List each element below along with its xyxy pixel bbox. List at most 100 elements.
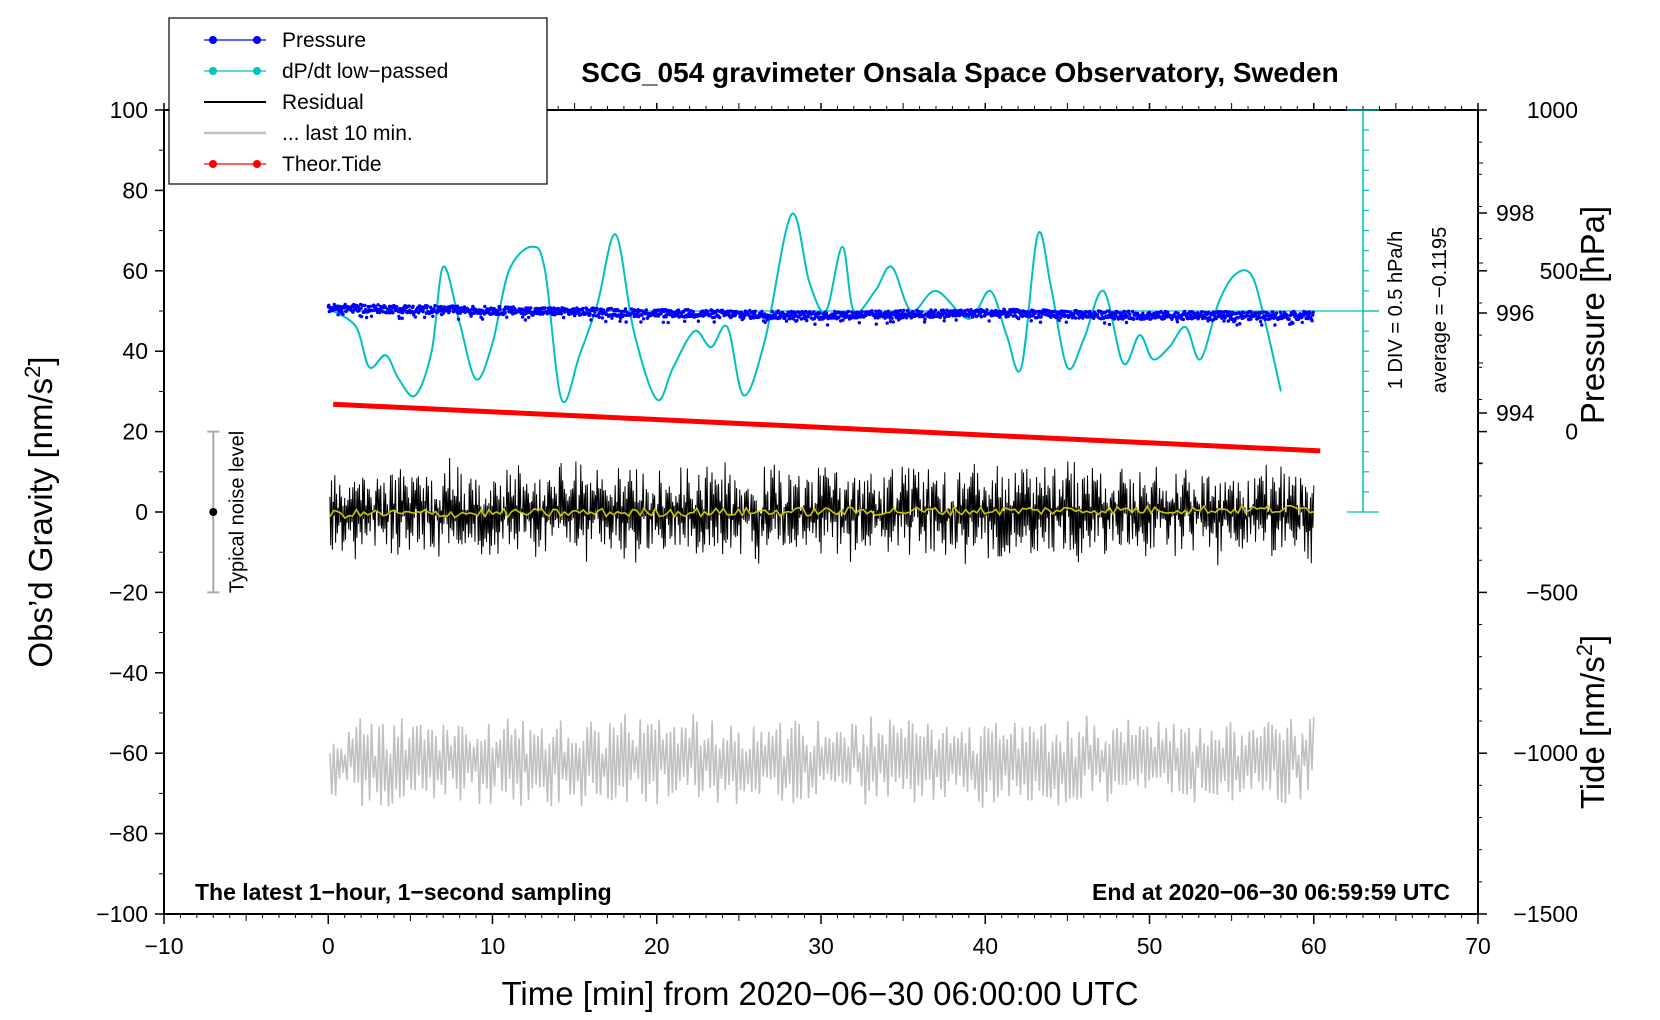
pressure-point (1130, 309, 1135, 314)
pressure-point (543, 306, 547, 310)
pressure-point (1128, 312, 1132, 316)
pressure-point (923, 317, 927, 321)
pressure-point (1055, 315, 1060, 320)
legend-items: Pressure dP/dt low−passed Residual ... last… (204, 29, 448, 176)
pressure-point (1221, 312, 1226, 316)
gravity-tick-label: 20 (122, 419, 148, 445)
series-layer (326, 212, 1321, 808)
pressure-point (941, 309, 946, 313)
pressure-point (712, 320, 716, 324)
pressure-point (911, 309, 915, 314)
pressure-point (1278, 310, 1283, 314)
x-tick-label: 20 (644, 933, 670, 959)
pressure-point (400, 316, 404, 320)
pressure-point (622, 313, 626, 317)
pressure-point (454, 307, 459, 311)
pressure-point (641, 317, 646, 321)
pressure-point (523, 318, 528, 322)
pressure-point (505, 315, 509, 319)
pressure-point (617, 309, 621, 313)
pressure-point (395, 305, 399, 309)
pressure-point (1049, 315, 1053, 319)
x-tick-label: 50 (1137, 933, 1163, 959)
y-axis-label-gravity: Obs’d Gravity [nm/s2] (20, 356, 59, 667)
pressure-point (1053, 309, 1058, 314)
pressure-point (359, 306, 363, 311)
pressure-point (1175, 320, 1180, 324)
pressure-point (813, 322, 817, 326)
pressure-point (1216, 309, 1220, 314)
pressure-point (1057, 318, 1061, 323)
dpdt-scale-label: 1 DIV = 0.5 hPa/h (1385, 231, 1407, 389)
pressure-point (562, 315, 566, 320)
pressure-point (870, 309, 874, 313)
pressure-point (1141, 311, 1145, 315)
gravity-tick-label: 100 (110, 97, 148, 123)
x-tick-label: 60 (1301, 933, 1327, 959)
gravity-tick-label: −100 (96, 901, 148, 927)
pressure-point (959, 308, 963, 312)
pressure-point (453, 304, 457, 309)
pressure-point (1306, 316, 1310, 321)
pressure-point (368, 304, 373, 309)
x-tick-label: 10 (480, 933, 506, 959)
series-dpdt (332, 212, 1282, 404)
series-theor-tide (333, 401, 1321, 454)
gravity-tick-label: −20 (109, 579, 148, 605)
dpdt-average-label: average = −0.1195 (1429, 227, 1451, 393)
pressure-point (422, 315, 427, 319)
chart-title: SCG_054 gravimeter Onsala Space Observat… (581, 57, 1338, 88)
pressure-point (963, 309, 967, 313)
x-tick-label: 40 (972, 933, 998, 959)
pressure-point (891, 320, 895, 324)
pressure-point (478, 312, 483, 316)
pressure-point (1292, 309, 1296, 314)
pressure-point (591, 313, 595, 318)
pressure-point (1311, 313, 1315, 317)
pressure-point (1018, 309, 1022, 314)
pressure-point (857, 311, 861, 315)
pressure-point (784, 319, 789, 323)
pressure-point (1260, 323, 1264, 327)
pressure-point (1194, 314, 1198, 319)
pressure-point (364, 315, 369, 320)
pressure-point (753, 309, 757, 313)
pressure-point (824, 311, 829, 315)
pressure-point (431, 314, 435, 318)
x-tick-label: −10 (144, 933, 183, 959)
pressure-point (1254, 311, 1259, 315)
legend-dot (209, 67, 217, 75)
pressure-point (529, 306, 533, 310)
legend-dot (253, 67, 261, 75)
pressure-point (483, 304, 487, 309)
pressure-point (1238, 322, 1242, 326)
pressure-point (383, 305, 387, 309)
series-pressure (326, 302, 1315, 327)
pressure-point (624, 320, 628, 324)
pressure-point (818, 311, 822, 315)
pressure-point (640, 313, 644, 317)
pressure-point (708, 312, 713, 316)
gravity-tick-label: 40 (122, 338, 148, 364)
pressure-point (1236, 316, 1240, 320)
pressure-point (644, 308, 648, 312)
pressure-point (343, 302, 347, 307)
pressure-point (341, 312, 345, 316)
pressure-point (336, 313, 340, 317)
tide-tick-label: −1000 (1513, 740, 1578, 766)
tide-tick-label: 1000 (1527, 97, 1578, 123)
pressure-point (480, 317, 485, 321)
pressure-point (1073, 316, 1078, 320)
legend-dot (209, 160, 217, 168)
pressure-point (860, 309, 864, 314)
pressure-point (391, 311, 395, 315)
x-tick-label: 0 (322, 933, 335, 959)
pressure-point (441, 311, 445, 316)
pressure-point (1124, 320, 1129, 325)
pressure-point (1038, 320, 1043, 324)
pressure-point (448, 309, 452, 313)
pressure-point (874, 322, 878, 326)
pressure-point (676, 308, 681, 312)
pressure-point (691, 310, 696, 314)
